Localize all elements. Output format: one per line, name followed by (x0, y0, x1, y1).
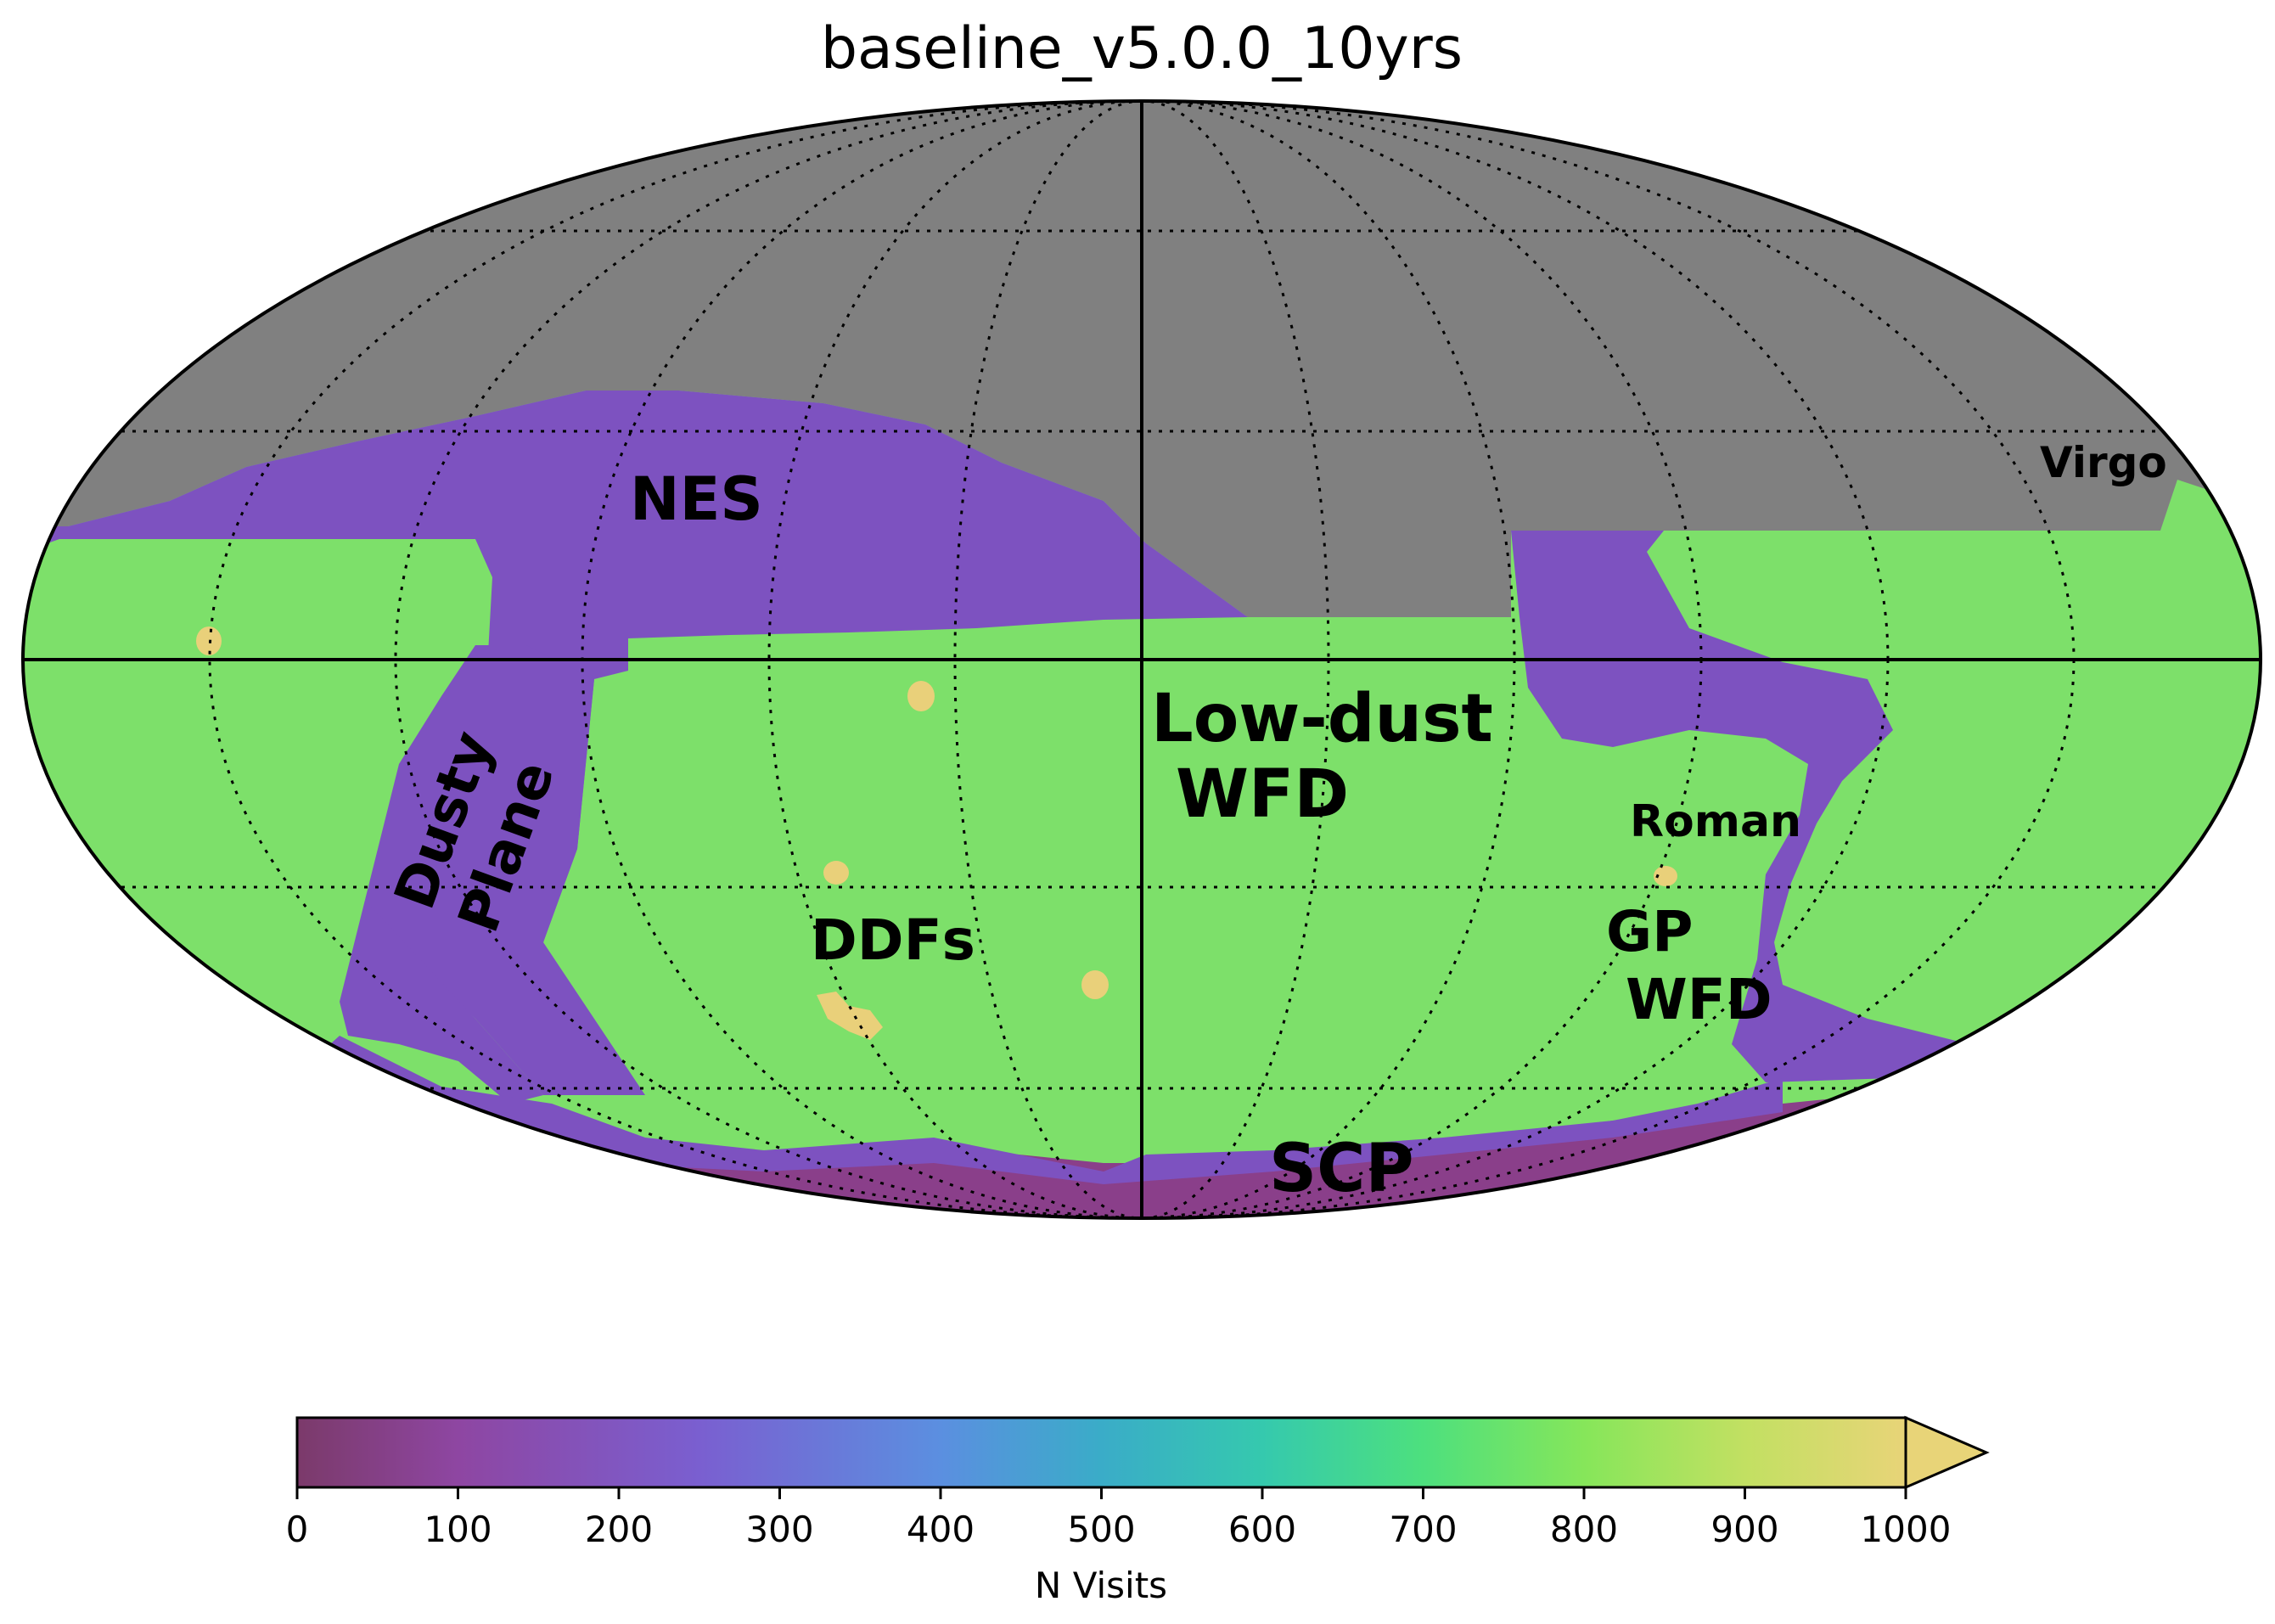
label-scp: SCP (1269, 1131, 1414, 1207)
ddf-field (823, 861, 849, 885)
colorbar-tick-label: 800 (1550, 1509, 1618, 1550)
scp-rim (255, 1036, 1783, 1184)
colorbar-extend-arrow (1904, 1415, 1990, 1490)
label-roman: Roman (1630, 796, 1801, 847)
unobserved-region (23, 101, 2261, 617)
label-gp-wfd: WFD (1626, 967, 1772, 1032)
colorbar-label: N Visits (1035, 1565, 1167, 1606)
label-virgo: Virgo (2040, 438, 2167, 487)
label-gp: GP (1606, 899, 1694, 964)
projection-outline (21, 99, 2262, 1220)
ddf-field (196, 627, 222, 655)
gp-region (1511, 531, 1969, 1082)
colorbar-tick-label: 300 (745, 1509, 813, 1550)
nes-region (23, 391, 1248, 942)
colorbar-tick-label: 500 (1067, 1509, 1135, 1550)
colorbar-tick-label: 0 (286, 1509, 309, 1550)
dusty-plane-region (365, 645, 645, 1095)
roman-field (1654, 866, 1677, 886)
ddf-field (817, 992, 883, 1040)
label-ddfs: DDFs (811, 908, 975, 973)
sky-map (23, 101, 2261, 1218)
label-nes: NES (630, 464, 763, 534)
colorbar: 0 100 200 300 400 500 600 700 800 900 1000 N Visit… (286, 1415, 1990, 1606)
graticule-parallels (23, 229, 2261, 1090)
colorbar-tick-label: 600 (1228, 1509, 1296, 1550)
colorbar-gradient (297, 1418, 1906, 1487)
ddf-field (907, 681, 935, 711)
lower-left-low-region (340, 900, 543, 1104)
colorbar-ticks: 0 100 200 300 400 500 600 700 800 900 1000 (286, 1487, 1952, 1550)
colorbar-tick-label: 700 (1389, 1509, 1457, 1550)
colorbar-tick-label: 400 (907, 1509, 975, 1550)
colorbar-tick-label: 1000 (1861, 1509, 1952, 1550)
label-lowdust-wfd: WFD (1176, 756, 1349, 833)
colorbar-tick-label: 900 (1710, 1509, 1778, 1550)
map-title: baseline_v5.0.0_10yrs (821, 15, 1463, 82)
colorbar-tick-label: 200 (585, 1509, 653, 1550)
colorbar-tick-label: 100 (424, 1509, 492, 1550)
label-lowdust: Low-dust (1151, 681, 1493, 757)
ddf-field (1081, 970, 1109, 999)
